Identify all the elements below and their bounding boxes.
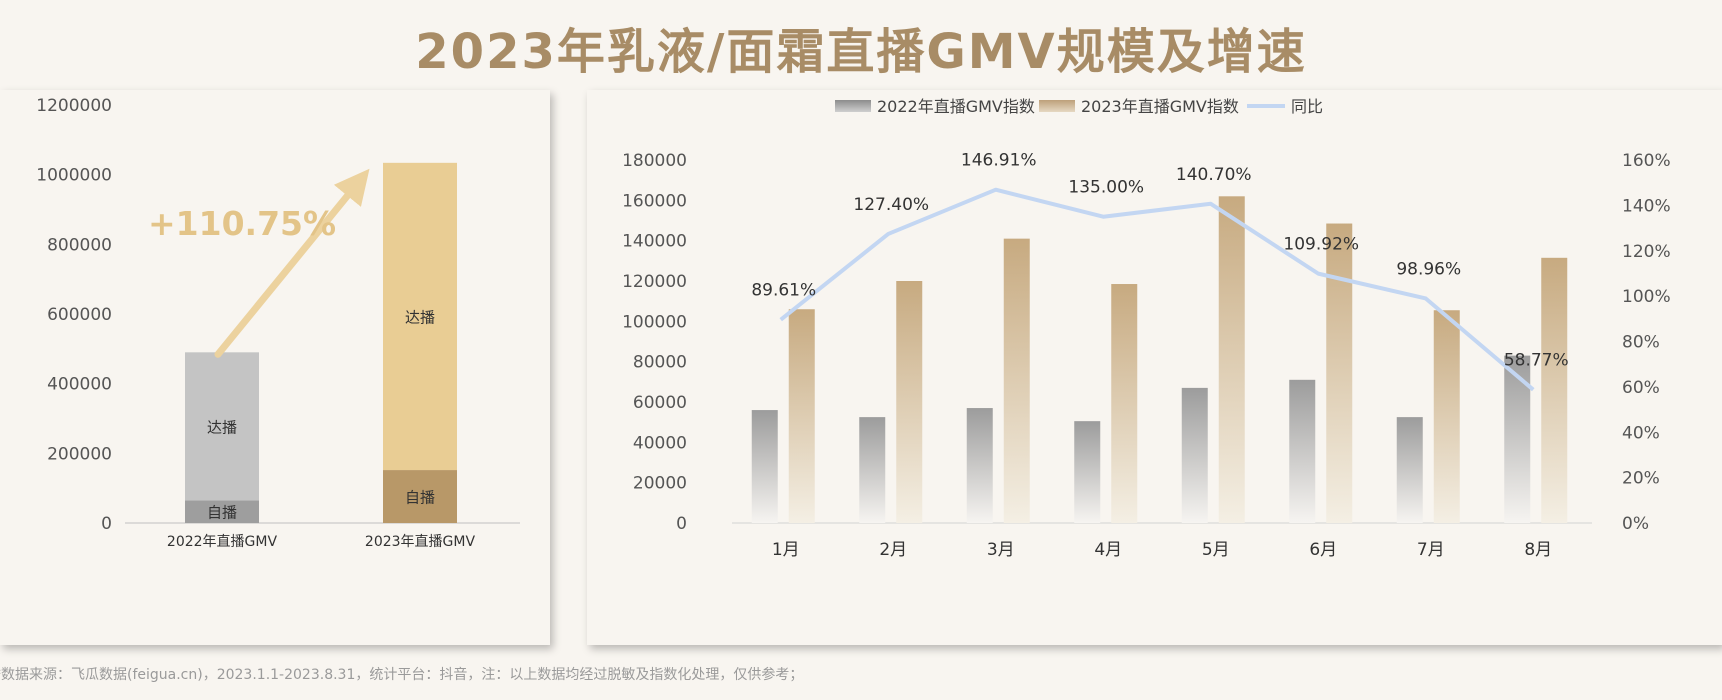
yoy-data-label: 109.92%	[1283, 235, 1359, 255]
segment-label: 达播	[207, 418, 237, 436]
total-gmv-chart-panel: 0 200000 400000 600000 800000 1000000 1200000 自…	[0, 90, 550, 645]
y2-tick-label: 140%	[1622, 196, 1671, 216]
legend: 2022年直播GMV指数 2023年直播GMV指数 同比	[835, 97, 1323, 116]
y-tick-label: 1200000	[36, 96, 112, 116]
x-tick-label: 2022年直播GMV	[167, 533, 278, 550]
yoy-data-label: 127.40%	[853, 195, 929, 215]
bar-2022	[1396, 417, 1423, 523]
y-tick-label: 400000	[47, 375, 112, 395]
y-tick-label: 140000	[622, 232, 687, 252]
y-tick-label: 80000	[633, 353, 687, 373]
x-tick-label: 7月	[1417, 540, 1445, 560]
stacked-bar-segment	[383, 470, 457, 523]
y-tick-label: 60000	[633, 393, 687, 413]
bar-2023	[1111, 284, 1138, 523]
x-tick-label: 4月	[1094, 540, 1122, 560]
x-tick-label: 8月	[1524, 540, 1552, 560]
growth-arrow	[214, 168, 370, 358]
yoy-line	[779, 187, 1535, 392]
bar-2022	[1289, 379, 1316, 523]
y-tick-label: 1000000	[36, 166, 112, 186]
monthly-gmv-chart-panel: 0 20000 40000 60000 80000 100000 120000 140000 1…	[587, 90, 1722, 645]
bar-2023	[1003, 238, 1030, 523]
y2-tick-label: 100%	[1622, 287, 1671, 307]
bar-2022	[1074, 421, 1101, 523]
data-source-footnote: *数据来源：飞瓜数据(feigua.cn)，2023.1.1-2023.8.31…	[0, 667, 804, 683]
monthly-gmv-chart: 0 20000 40000 60000 80000 100000 120000 140000 1…	[622, 97, 1671, 560]
y-tick-label: 800000	[47, 235, 112, 255]
y2-tick-label: 0%	[1622, 514, 1649, 534]
y-tick-label: 180000	[622, 151, 687, 171]
y2-tick-label: 120%	[1622, 242, 1671, 262]
yoy-data-label: 58.77%	[1504, 351, 1569, 371]
y2-tick-label: 20%	[1622, 469, 1660, 489]
y-tick-label: 20000	[633, 474, 687, 494]
yoy-data-label: 98.96%	[1396, 259, 1461, 279]
legend-label-2022: 2022年直播GMV指数	[877, 97, 1035, 116]
y-tick-label: 600000	[47, 305, 112, 325]
x-tick-label: 2月	[879, 540, 907, 560]
bar-2022	[1504, 355, 1531, 523]
y2-tick-label: 160%	[1622, 151, 1671, 171]
bar-2022	[859, 417, 886, 523]
y-tick-label: 160000	[622, 191, 687, 211]
segment-label: 自播	[405, 489, 435, 507]
page-title: 2023年乳液/面霜直播GMV规模及增速	[415, 24, 1307, 80]
stacked-bar-segment	[185, 352, 259, 501]
segment-label: 自播	[207, 504, 237, 522]
x-tick-label: 2023年直播GMV	[365, 533, 476, 550]
yoy-data-label: 146.91%	[961, 151, 1037, 171]
y-tick-label: 100000	[622, 312, 687, 332]
x-tick-label: 5月	[1202, 540, 1230, 560]
bar-2022	[751, 410, 778, 523]
growth-rate-label: +110.75%	[148, 204, 336, 243]
legend-swatch-2023	[1039, 100, 1075, 112]
y2-tick-label: 80%	[1622, 333, 1660, 353]
x-tick-label: 3月	[987, 540, 1015, 560]
bar-2023	[1541, 257, 1568, 523]
y-tick-label: 40000	[633, 433, 687, 453]
y-tick-label: 0	[676, 514, 687, 534]
bar-2022	[966, 408, 993, 523]
legend-label-yoy: 同比	[1291, 97, 1323, 116]
y-tick-label: 200000	[47, 444, 112, 464]
legend-swatch-2022	[835, 100, 871, 112]
x-tick-label: 6月	[1309, 540, 1337, 560]
yoy-data-label: 89.61%	[751, 281, 816, 301]
bar-2023	[1326, 223, 1353, 523]
yoy-data-label: 140.70%	[1176, 165, 1252, 185]
bar-2023	[788, 309, 815, 523]
bar-2022	[1181, 387, 1208, 523]
x-tick-label: 1月	[772, 540, 800, 560]
y2-tick-label: 60%	[1622, 378, 1660, 398]
total-gmv-chart: 0 200000 400000 600000 800000 1000000 1200000 自…	[36, 96, 520, 550]
segment-label: 达播	[405, 308, 435, 326]
y2-tick-label: 40%	[1622, 423, 1660, 443]
bar-2023	[896, 281, 923, 523]
y-tick-label: 120000	[622, 272, 687, 292]
bar-2023	[1218, 196, 1245, 524]
stacked-bar-segment	[185, 500, 259, 523]
legend-label-2023: 2023年直播GMV指数	[1081, 97, 1239, 116]
yoy-data-label: 135.00%	[1068, 178, 1144, 198]
bar-2023	[1433, 310, 1460, 523]
stacked-bar-segment	[383, 162, 457, 471]
y-tick-label: 0	[101, 514, 112, 534]
